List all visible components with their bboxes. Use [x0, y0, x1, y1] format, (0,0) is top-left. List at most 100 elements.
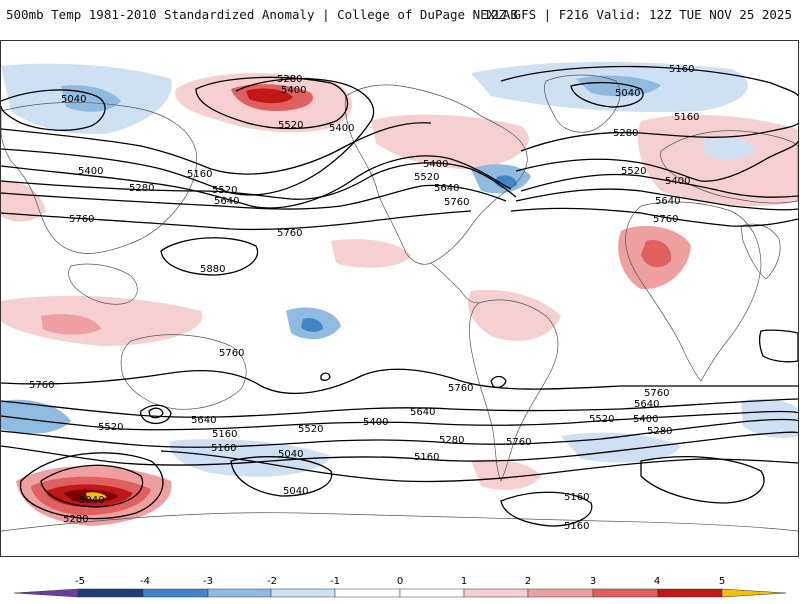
- contour-5040-north: [1, 89, 106, 131]
- contour-label: 5760: [644, 388, 669, 399]
- contour-label: 5520: [278, 120, 303, 131]
- contour-5640-atlantic: [515, 188, 798, 211]
- contour-label: 5400: [665, 176, 690, 187]
- contour-label: 5400: [423, 159, 448, 170]
- contour-5160-south-indian: [640, 456, 765, 504]
- contour-label: 5640: [634, 399, 659, 410]
- anomaly-warm-east-na: [371, 114, 529, 170]
- anomaly-cold-arctic-asia-core: [61, 85, 121, 112]
- contour-label: 5520: [414, 172, 439, 183]
- contour-label: 5040: [283, 486, 308, 497]
- contour-5880-west: [160, 237, 259, 276]
- anomaly-warm-south-america: [467, 289, 561, 341]
- contour-5400-south-pacific: [40, 464, 144, 508]
- contour-label: 5640: [410, 407, 435, 418]
- contour-label: 5520: [589, 414, 614, 425]
- maritime-continent-outline: [68, 263, 138, 305]
- contour-5280-north: [1, 78, 375, 196]
- contour-label: 5760: [653, 214, 678, 225]
- contour-label: 5760: [277, 228, 302, 239]
- contour-label: 5760: [444, 197, 469, 208]
- australia-outline: [120, 334, 247, 410]
- contour-label: 5400: [281, 85, 306, 96]
- contour-label: 5040: [79, 495, 104, 506]
- contour-label: 5280: [277, 74, 302, 85]
- contour-label: 5280: [439, 435, 464, 446]
- contour-label: 5760: [506, 437, 531, 448]
- contour-label: 5160: [564, 521, 589, 532]
- contour-label: 5160: [187, 169, 212, 180]
- contour-label: 5040: [615, 88, 640, 99]
- contour-5160-greenland: [500, 65, 798, 97]
- colorbar-segment: [527, 588, 594, 598]
- contour-5280-south-pacific: [19, 452, 164, 520]
- contour-label: 5760: [69, 214, 94, 225]
- greenland-outline: [544, 74, 621, 133]
- map-canvas: 5280 5400 5040 5520 5400 5400 5280 5160 …: [1, 61, 798, 532]
- colorbar-segment: [77, 588, 144, 598]
- contour-labels: 5280 5400 5040 5520 5400 5400 5280 5160 …: [29, 64, 699, 532]
- contour-label: 5160: [212, 429, 237, 440]
- contour-label: 5640: [434, 183, 459, 194]
- contour-label: 5520: [621, 166, 646, 177]
- contour-5280-europe: [520, 122, 798, 152]
- contour-label: 5520: [212, 185, 237, 196]
- contour-label: 5640: [191, 415, 216, 426]
- contour-5760-north: [1, 210, 472, 231]
- colorbar-tick-label: -5: [75, 576, 85, 587]
- colorbar-ticks: -5 -4 -3 -2 -1 0 1 2 3 4 5: [75, 576, 725, 587]
- contour-5040-greenland: [570, 81, 644, 108]
- contour-5400-europe: [515, 140, 798, 182]
- contour-loop-central: [320, 372, 331, 381]
- central-america-outline: [430, 262, 480, 304]
- contour-label: 5280: [647, 426, 672, 437]
- contour-label: 5400: [363, 417, 388, 428]
- contour-label: 5640: [655, 196, 680, 207]
- colorbar-segment-above: [721, 588, 787, 598]
- contour-label: 5640: [214, 196, 239, 207]
- contour-5400-south: [1, 418, 798, 448]
- contour-loop-atlantic: [490, 375, 507, 388]
- contour-label: 5160: [414, 452, 439, 463]
- colorbar-segment: [399, 588, 465, 598]
- contour-5160-north: [1, 122, 432, 175]
- colorbar-segment: [463, 588, 529, 598]
- asia-outline: [1, 102, 197, 254]
- contour-loop-pacific: [140, 404, 172, 424]
- anomaly-warm-southern-atlantic: [471, 459, 541, 490]
- contour-label: 5160: [211, 443, 236, 454]
- anomaly-colorbar: -5 -4 -3 -2 -1 0 1 2 3 4 5: [0, 570, 800, 600]
- map-panel: 5280 5400 5040 5520 5400 5400 5280 5160 …: [0, 40, 799, 557]
- contour-label: 5400: [329, 123, 354, 134]
- colorbar-tick-label: 0: [397, 576, 403, 587]
- colorbar-tick-label: 4: [654, 576, 660, 587]
- contour-5760-south: [1, 368, 798, 395]
- colorbar-tick-label: 2: [525, 576, 531, 587]
- contour-label: 5760: [29, 380, 54, 391]
- contour-5280-south: [1, 431, 798, 466]
- contour-label: 5400: [633, 414, 658, 425]
- colorbar-tick-label: -4: [140, 576, 150, 587]
- contour-label: 5160: [674, 112, 699, 123]
- contour-southeast-box: [759, 329, 798, 363]
- anomaly-cold-europe: [701, 136, 756, 160]
- anomaly-warm-tropical-west: [1, 295, 203, 346]
- contour-5040-south: [230, 456, 333, 497]
- colorbar-segment: [592, 588, 659, 598]
- colorbar-tick-label: 1: [461, 576, 467, 587]
- anomaly-warm-tropical-west-core: [41, 314, 101, 335]
- anomaly-cold-southern-west: [1, 399, 71, 434]
- colorbar-segment: [207, 588, 272, 598]
- colorbar-segment: [270, 588, 336, 598]
- antarctica-outline: [1, 512, 798, 532]
- india-outline: [740, 223, 781, 280]
- contour-5280-loop: [195, 76, 349, 130]
- map-title: 500mb Temp 1981-2010 Standardized Anomal…: [6, 7, 518, 22]
- colorbar-tick-label: -3: [203, 576, 213, 587]
- contour-5400-north: [1, 155, 512, 209]
- contour-label: 5520: [98, 422, 123, 433]
- south-america-outline: [469, 299, 559, 482]
- colorbar-segment: [657, 588, 723, 598]
- anomaly-warm-west-edge: [1, 180, 46, 222]
- colorbar-segment: [334, 588, 401, 598]
